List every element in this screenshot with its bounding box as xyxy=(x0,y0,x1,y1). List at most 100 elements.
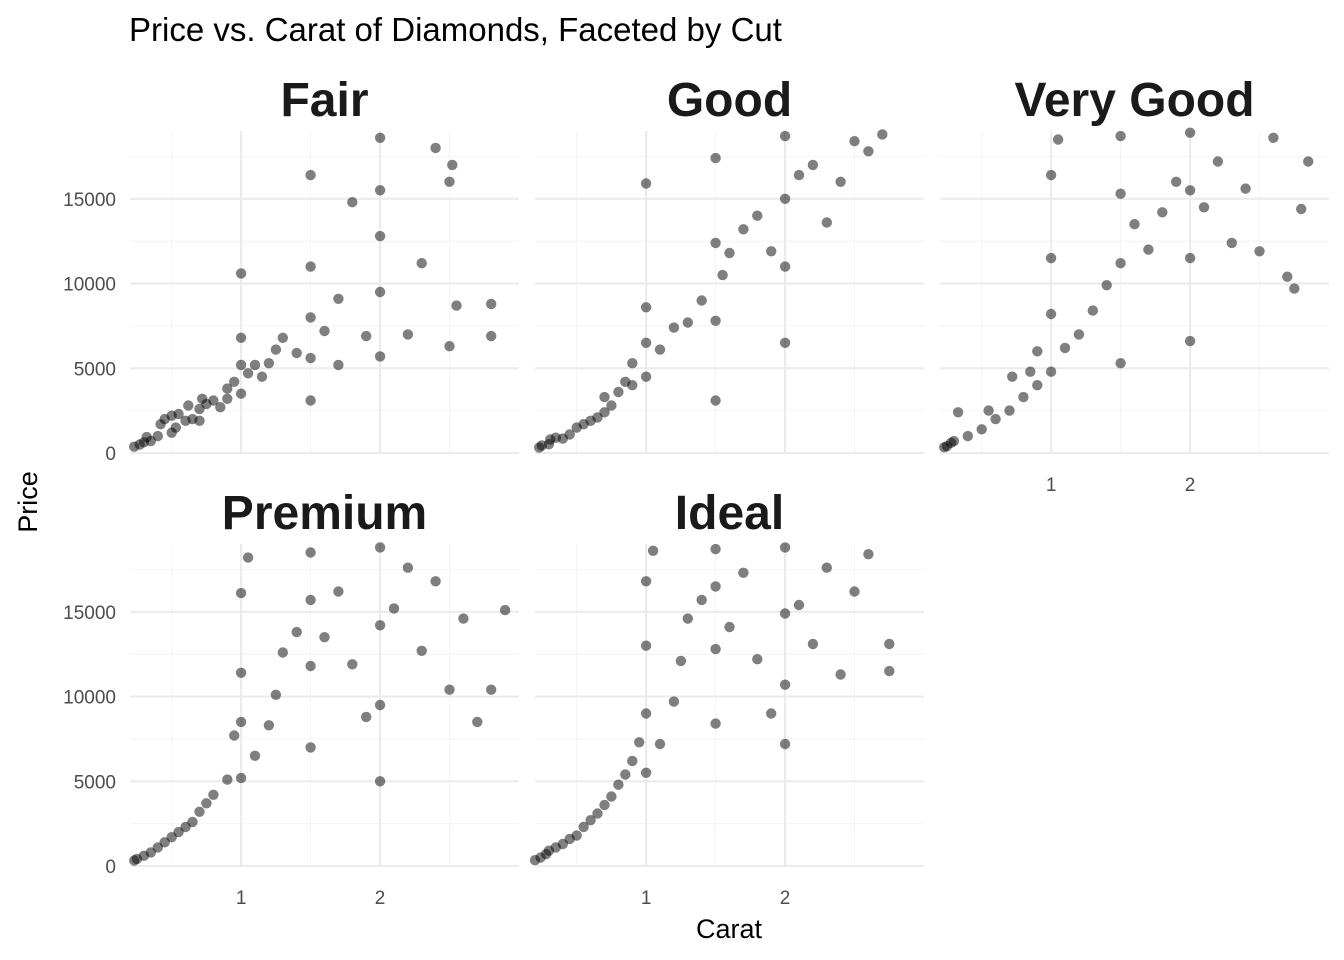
data-point xyxy=(1115,358,1126,369)
data-point xyxy=(208,789,219,800)
data-point xyxy=(640,178,652,189)
data-point xyxy=(1115,130,1126,142)
data-point xyxy=(1157,207,1168,218)
data-point xyxy=(374,542,386,553)
x-tick-label: 2 xyxy=(1185,475,1196,496)
data-point xyxy=(948,435,960,447)
data-point xyxy=(305,660,316,672)
data-point xyxy=(779,738,791,750)
data-point xyxy=(444,176,455,187)
data-point xyxy=(222,774,233,785)
data-point xyxy=(1045,252,1057,264)
x-tick-label: 2 xyxy=(780,888,791,909)
data-point xyxy=(374,699,386,711)
data-point xyxy=(1045,366,1057,377)
data-point xyxy=(599,407,610,418)
data-point xyxy=(270,689,282,700)
data-point xyxy=(710,581,721,592)
data-point xyxy=(738,567,749,578)
data-point xyxy=(668,322,680,333)
data-point xyxy=(613,779,624,790)
data-point xyxy=(952,407,964,418)
data-point xyxy=(793,599,805,611)
data-point xyxy=(835,176,846,187)
facet-panel: Fair 0 5000 10000 15000 xyxy=(63,74,519,465)
data-point xyxy=(222,393,233,404)
data-point xyxy=(613,386,624,398)
data-point xyxy=(305,352,316,364)
data-point xyxy=(430,142,441,154)
data-point xyxy=(305,261,316,272)
data-point xyxy=(793,169,805,181)
data-point xyxy=(983,405,994,416)
data-point xyxy=(821,217,832,228)
data-point xyxy=(779,130,791,142)
data-point xyxy=(170,422,181,433)
data-point xyxy=(249,750,261,761)
data-point xyxy=(1226,237,1238,249)
data-point xyxy=(1143,244,1154,255)
data-point xyxy=(849,136,860,147)
data-point xyxy=(634,737,645,748)
data-point xyxy=(235,268,247,279)
data-point xyxy=(486,684,497,695)
data-point xyxy=(333,293,344,304)
data-point xyxy=(347,197,358,208)
data-point xyxy=(599,799,610,811)
data-point xyxy=(1184,127,1196,138)
x-tick-label: 1 xyxy=(1046,475,1057,496)
data-point xyxy=(724,621,735,633)
data-point xyxy=(675,655,687,667)
data-point xyxy=(235,772,247,784)
data-point xyxy=(807,638,819,650)
data-point xyxy=(319,632,330,643)
data-point xyxy=(606,791,617,802)
facet-panel: Premium 1 2 0 5000 10000 15000 xyxy=(63,487,519,909)
facet-panel: Good xyxy=(534,74,924,455)
data-point xyxy=(201,798,212,809)
data-point xyxy=(766,708,777,719)
data-point xyxy=(291,626,302,638)
data-point xyxy=(654,738,666,750)
data-point xyxy=(1268,132,1279,143)
data-point xyxy=(1045,308,1057,320)
data-point xyxy=(640,371,652,382)
data-point xyxy=(194,806,205,817)
data-point xyxy=(333,359,344,371)
data-point xyxy=(319,325,330,337)
data-point xyxy=(738,224,749,235)
data-point xyxy=(620,769,631,780)
data-point xyxy=(1282,271,1293,282)
data-point xyxy=(347,659,358,670)
data-point xyxy=(1212,156,1224,167)
data-point xyxy=(361,711,372,723)
facet-panel: Very Good 1 2 xyxy=(939,74,1329,496)
data-point xyxy=(1303,156,1314,167)
y-tick-label: 10000 xyxy=(63,688,116,709)
x-axis-title: Carat xyxy=(696,914,763,944)
data-point xyxy=(592,808,603,819)
data-point xyxy=(374,776,386,787)
data-point xyxy=(222,383,233,394)
data-point xyxy=(835,669,846,680)
data-point xyxy=(571,830,582,841)
data-point xyxy=(682,613,693,624)
y-tick-label: 15000 xyxy=(63,190,116,211)
data-point xyxy=(779,542,791,553)
data-point xyxy=(194,415,205,426)
data-point xyxy=(486,298,497,310)
data-point xyxy=(1115,258,1126,269)
y-axis-title: Price xyxy=(13,471,43,533)
data-point xyxy=(374,185,386,196)
data-point xyxy=(229,730,240,741)
facet-strip-label: Ideal xyxy=(675,487,784,540)
data-point xyxy=(807,159,819,171)
data-point xyxy=(585,815,596,826)
data-point xyxy=(863,549,874,560)
data-point xyxy=(599,391,610,403)
data-point xyxy=(1101,280,1112,291)
data-point xyxy=(654,344,666,355)
data-point xyxy=(640,767,652,778)
data-point xyxy=(305,169,316,181)
data-point xyxy=(1007,371,1018,382)
